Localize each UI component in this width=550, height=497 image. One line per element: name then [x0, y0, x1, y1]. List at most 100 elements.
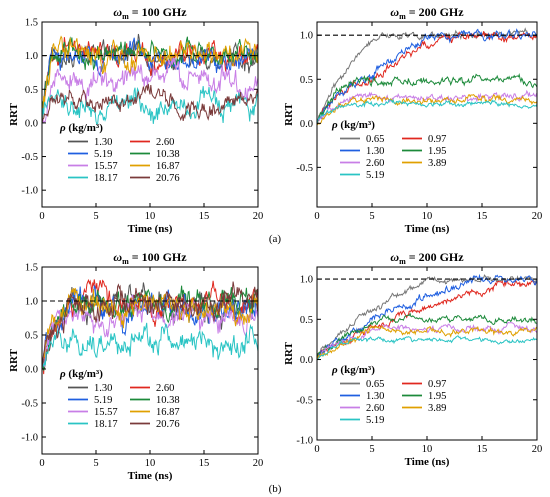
series-line-1.95 [317, 73, 537, 124]
chart-panel-b-left: ωm = 100 GHz 0 5 10 15 20 -1.0 -0.5 0.0 0.5 1.0 1.5… [8, 250, 263, 482]
y-tick-label: 0.5 [25, 85, 38, 96]
x-axis-label: Time (ns) [128, 223, 173, 235]
x-axis-label: Time (ns) [405, 456, 450, 468]
legend-label: 0.97 [428, 379, 446, 390]
x-tick-label: 5 [93, 211, 98, 222]
x-tick-label: 15 [199, 458, 210, 469]
legend-label: 1.95 [428, 146, 446, 157]
y-tick-label: 0.0 [25, 365, 38, 376]
legend-label: 5.19 [94, 395, 112, 406]
series-lines [317, 27, 537, 126]
sub-label-b: (b) [269, 483, 282, 495]
legend-label: 0.65 [366, 134, 384, 145]
series-lines [317, 273, 537, 361]
legend-label: 0.97 [428, 134, 446, 145]
legend-label: 15.57 [94, 407, 118, 418]
legend-label: 2.60 [366, 403, 384, 414]
panel-title: ωm = 200 GHz [390, 250, 464, 266]
series-line-5.19 [317, 335, 537, 361]
y-tick-label: -1.0 [296, 436, 313, 447]
x-tick-label: 5 [93, 458, 98, 469]
x-axis-label: Time (ns) [405, 223, 450, 235]
chart-panel-b-right: ωm = 200 GHz 0 5 10 15 20 -1.0 -0.5 0.0 0.5 1.0 Tim… [283, 250, 542, 468]
y-tick-label: -0.5 [296, 163, 313, 174]
legend-label: 2.60 [366, 158, 384, 169]
x-tick-label: 0 [39, 211, 44, 222]
x-tick-label: 5 [369, 444, 374, 455]
plot-frame [316, 21, 538, 208]
legend-label: 5.19 [94, 149, 112, 160]
legend: ρ (kg/m³) 1.30 2.60 5.19 10.38 15.57 16.87 18.1… [59, 122, 180, 184]
series-line-18.17 [42, 86, 258, 125]
x-tick-label: 0 [39, 458, 44, 469]
x-tick-label: 0 [314, 211, 319, 222]
series-line-0.65 [317, 27, 537, 124]
legend-label: 1.95 [428, 391, 446, 402]
y-tick-label: 1.5 [25, 263, 38, 274]
legend: ρ (kg/m³) 0.65 0.97 1.30 1.95 2.60 3.89 5.19 [331, 364, 446, 426]
series-line-20.76 [42, 281, 258, 370]
x-tick-label: 10 [422, 444, 433, 455]
x-tick-label: 20 [532, 444, 543, 455]
y-tick-label: -0.5 [296, 395, 313, 406]
chart-panel-a-left: ωm = 100 GHz 0 5 10 15 20 -1.0 -0.5 0.0 0.5 1.0 1.5… [8, 5, 263, 235]
legend-label: 20.76 [156, 173, 180, 184]
y-tick-label: 0.5 [300, 315, 313, 326]
legend-title: ρ (kg/m³) [331, 364, 375, 376]
y-axis-label: RRT [283, 102, 295, 126]
x-tick-label: 5 [369, 211, 374, 222]
series-line-5.19 [317, 98, 537, 124]
series-line-10.38 [42, 36, 258, 123]
y-tick-label: -0.5 [21, 152, 38, 163]
legend-label: 18.17 [94, 419, 118, 430]
legend-label: 1.30 [94, 137, 112, 148]
legend-label: 10.38 [156, 395, 180, 406]
legend-label: 1.30 [94, 383, 112, 394]
y-tick-label: 0.0 [300, 119, 313, 130]
x-tick-label: 15 [477, 211, 488, 222]
y-tick-label: 1.0 [25, 297, 38, 308]
y-tick-label: 0.0 [25, 118, 38, 129]
series-lines [42, 33, 258, 125]
x-tick-label: 20 [253, 211, 264, 222]
panel-title: ωm = 100 GHz [113, 250, 187, 266]
legend: ρ (kg/m³) 1.30 2.60 5.19 10.38 15.57 16.87 18.1… [59, 368, 180, 430]
series-line-1.30 [42, 282, 258, 370]
plot-frame [316, 266, 538, 441]
y-tick-label: 0.5 [25, 331, 38, 342]
panel-title: ωm = 100 GHz [113, 5, 187, 21]
legend-label: 3.89 [428, 158, 446, 169]
y-tick-label: 1.5 [25, 18, 38, 29]
legend-label: 2.60 [156, 137, 174, 148]
y-axis-label: RRT [283, 341, 295, 365]
series-line-15.57 [42, 57, 258, 124]
y-axis-label: RRT [8, 348, 20, 372]
series-line-0.97 [317, 31, 537, 124]
y-axis-label: RRT [8, 102, 20, 126]
chart-panel-a-right: ωm = 200 GHz 0 5 10 15 20 -0.5 0.0 0.5 1.0 Time (n… [283, 5, 542, 235]
series-line-18.17 [42, 322, 258, 370]
legend-title: ρ (kg/m³) [59, 122, 103, 134]
series-line-3.89 [317, 93, 537, 126]
x-tick-label: 10 [145, 458, 156, 469]
series-line-0.97 [317, 280, 537, 360]
x-tick-label: 20 [532, 211, 543, 222]
y-tick-label: -1.0 [21, 433, 38, 444]
legend: ρ (kg/m³) 0.65 0.97 1.30 1.95 2.60 3.89 5.19 [331, 119, 446, 181]
y-tick-label: 0.5 [300, 75, 313, 86]
x-axis-label: Time (ns) [128, 470, 173, 482]
x-tick-label: 20 [253, 458, 264, 469]
y-tick-label: -0.5 [21, 399, 38, 410]
y-tick-label: 0.0 [300, 355, 313, 366]
x-tick-label: 15 [199, 211, 210, 222]
y-tick-label: 1.0 [25, 51, 38, 62]
legend-label: 5.19 [366, 170, 384, 181]
x-tick-label: 10 [422, 211, 433, 222]
x-tick-label: 15 [477, 444, 488, 455]
legend-label: 16.87 [156, 161, 180, 172]
legend-label: 3.89 [428, 403, 446, 414]
legend-label: 1.30 [366, 391, 384, 402]
y-tick-label: -1.0 [21, 186, 38, 197]
y-tick-label: 1.0 [300, 31, 313, 42]
